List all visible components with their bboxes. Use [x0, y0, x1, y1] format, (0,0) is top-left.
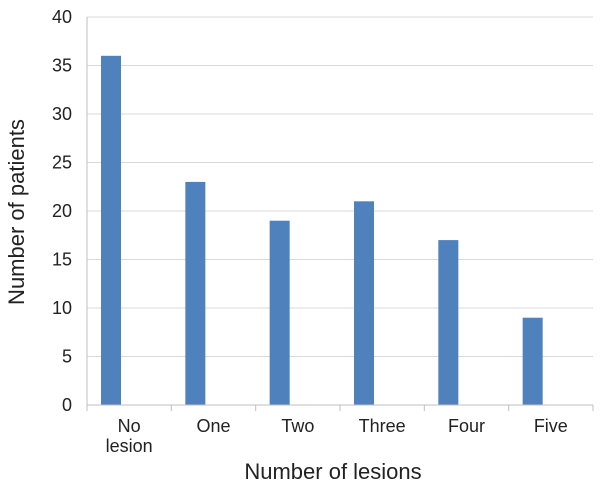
bar: [522, 317, 543, 405]
x-tick-label: Three: [359, 416, 406, 436]
y-tick-label: 35: [52, 56, 72, 76]
x-tick-label-line: Five: [534, 416, 568, 436]
bar: [101, 55, 121, 406]
y-tick-label: 25: [52, 153, 72, 173]
y-tick-labels: 0 5 10 15 20 25 30 35 40: [52, 7, 72, 415]
bar: [269, 220, 290, 405]
x-tick-label: Two: [281, 416, 314, 436]
y-tick-label: 20: [52, 201, 72, 221]
x-tick-label: Five: [534, 416, 568, 436]
x-tick-label-line: One: [196, 416, 230, 436]
bar: [354, 201, 374, 405]
x-tick-label: No lesion: [106, 416, 153, 456]
x-tick-label-line: Four: [448, 416, 485, 436]
y-tick-label: 40: [52, 7, 72, 27]
x-tick-labels: No lesion One Two Three Four Five: [106, 416, 568, 456]
y-axis-title: Number of patients: [4, 119, 29, 305]
x-tick-label: One: [196, 416, 230, 436]
y-tick-label: 10: [52, 298, 72, 318]
bar: [438, 240, 459, 405]
x-tick-label: Four: [448, 416, 485, 436]
y-tick-label: 0: [62, 395, 72, 415]
bars: [101, 55, 543, 406]
x-tick-label-line: lesion: [106, 436, 153, 456]
x-tick-label-line: No: [118, 416, 141, 436]
y-tick-label: 5: [62, 347, 72, 367]
bar: [185, 181, 206, 405]
x-axis-title: Number of lesions: [244, 459, 421, 484]
gridlines: [87, 16, 593, 357]
y-tick-label: 15: [52, 250, 72, 270]
y-tick-label: 30: [52, 104, 72, 124]
x-tick-label-line: Three: [359, 416, 406, 436]
axes: [86, 17, 594, 411]
x-tick-label-line: Two: [281, 416, 314, 436]
